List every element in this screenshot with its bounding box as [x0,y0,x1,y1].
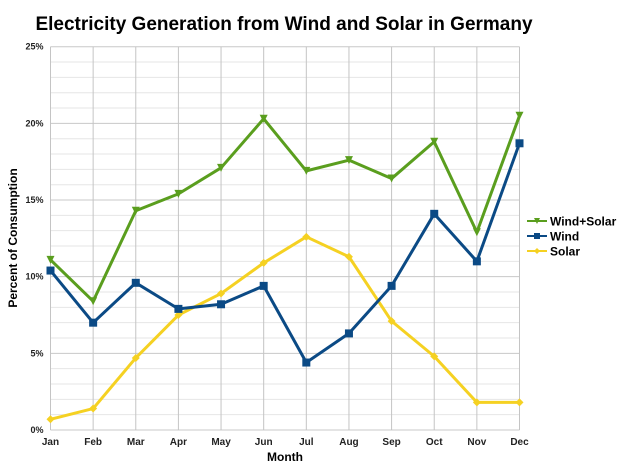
legend-item: Wind+Solar [527,215,617,229]
chart-title: Electricity Generation from Wind and Sol… [35,14,533,35]
data-point-diamond [387,317,396,326]
x-axis-ticks: Jan Feb Mar Apr May Jun Jul Aug Sep Oct Nov Dec [42,437,529,448]
y-axis-label: Percent of Consumption [6,168,20,307]
x-tick-label: Oct [426,437,443,448]
series-solar [46,232,524,424]
y-tick-label: 10% [25,272,43,282]
data-point-triangle [430,137,439,146]
y-tick-label: 5% [30,348,43,358]
data-point-square [515,139,524,148]
legend-label: Wind [550,230,579,244]
data-point-square [259,281,268,290]
data-point-triangle [515,111,524,120]
data-point-triangle [174,189,183,198]
data-point-triangle [344,156,353,165]
data-point-triangle [472,228,481,237]
data-point-diamond [46,415,55,424]
data-point-triangle [387,174,396,183]
data-point-diamond [89,404,98,413]
x-tick-label: Apr [170,437,187,448]
x-tick-label: Sep [382,437,400,448]
data-point-diamond [174,311,183,320]
series-line [49,115,521,303]
y-tick-label: 15% [25,195,43,205]
data-point-triangle [302,166,311,175]
data-point-diamond [131,353,140,362]
x-tick-label: Mar [127,437,145,448]
grid [50,46,520,431]
x-axis-label: Month [267,450,303,464]
x-tick-label: Dec [510,437,529,448]
data-point-triangle [89,297,98,306]
x-tick-label: Nov [467,437,486,448]
x-tick-label: May [211,437,231,448]
y-tick-label: 25% [25,42,43,52]
y-tick-label: 20% [25,118,43,128]
series-line [50,235,520,421]
data-point-square [174,304,183,313]
data-point-diamond [534,248,540,254]
data-point-square [534,233,540,239]
series-wind [46,139,524,367]
x-tick-label: Feb [84,437,102,448]
data-point-square [472,257,481,266]
x-tick-label: Jan [42,437,59,448]
legend-label: Solar [550,245,580,259]
data-point-diamond [515,398,524,407]
series-line [49,142,521,365]
data-point-triangle [131,206,140,215]
y-axis-ticks: 0% 5% 10% 15% 20% 25% [25,42,43,435]
data-point-square [387,281,396,290]
legend-item: Wind [527,230,579,244]
data-point-square [131,278,140,287]
x-tick-label: Jul [299,437,314,448]
data-point-diamond [259,258,268,267]
data-point-triangle [217,163,226,172]
data-point-square [344,329,353,338]
data-point-triangle [534,218,540,224]
data-point-diamond [217,289,226,298]
data-point-diamond [430,352,439,361]
data-point-diamond [302,232,311,241]
x-tick-label: Jun [255,437,273,448]
y-tick-label: 0% [30,425,43,435]
data-point-square [46,266,55,275]
data-point-diamond [472,398,481,407]
data-point-square [302,358,311,367]
x-tick-label: Aug [339,437,358,448]
data-point-diamond [344,252,353,261]
data-point-square [430,209,439,218]
legend-item: Solar [527,245,580,259]
data-point-square [89,318,98,327]
series-wind-solar [46,111,524,306]
series-group [46,111,524,424]
data-point-square [217,300,226,309]
legend-label: Wind+Solar [550,215,617,229]
data-point-triangle [46,255,55,264]
data-point-triangle [259,114,268,123]
